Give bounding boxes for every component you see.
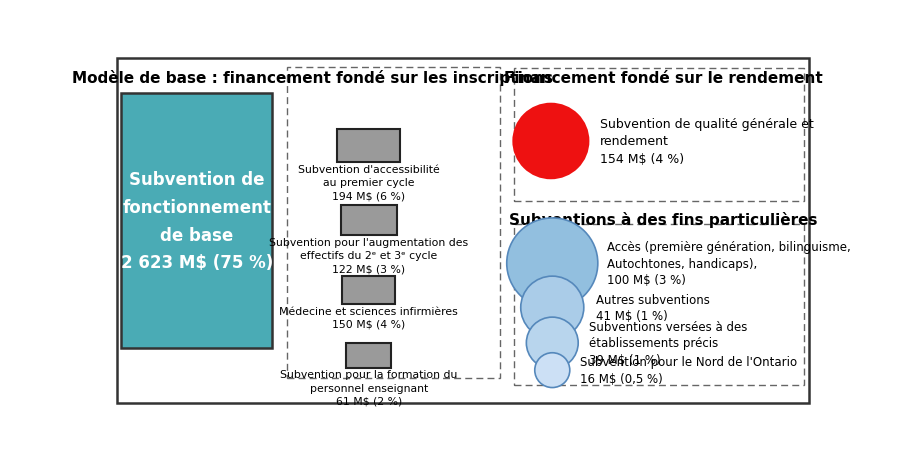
Text: Financement fondé sur le rendement: Financement fondé sur le rendement: [503, 71, 822, 85]
Text: Subvention pour le Nord de l'Ontario
16 M$ (0,5 %): Subvention pour le Nord de l'Ontario 16 …: [579, 356, 796, 385]
FancyBboxPatch shape: [513, 69, 804, 202]
Text: Accès (première génération, bilinguisme,
Autochtones, handicaps),
100 M$ (3 %): Accès (première génération, bilinguisme,…: [606, 241, 850, 286]
Text: Subvention d'accessibilité
au premier cycle
194 M$ (6 %): Subvention d'accessibilité au premier cy…: [297, 165, 439, 201]
Text: Médecine et sciences infirmières
150 M$ (4 %): Médecine et sciences infirmières 150 M$ …: [279, 306, 458, 329]
Ellipse shape: [512, 103, 589, 180]
Ellipse shape: [526, 318, 578, 369]
Text: Subvention pour l'augmentation des
effectifs du 2ᵉ et 3ᵉ cycle
122 M$ (3 %): Subvention pour l'augmentation des effec…: [269, 237, 468, 274]
FancyBboxPatch shape: [513, 225, 804, 386]
FancyBboxPatch shape: [116, 59, 808, 403]
Ellipse shape: [520, 276, 583, 339]
Bar: [346, 343, 391, 368]
Text: Modèle de base : financement fondé sur les inscriptions: Modèle de base : financement fondé sur l…: [72, 70, 553, 86]
Text: Subvention de qualité générale et
rendement
154 M$ (4 %): Subvention de qualité générale et rendem…: [600, 118, 813, 166]
Text: Subvention pour la formation du
personnel enseignant
61 M$ (2 %): Subvention pour la formation du personne…: [280, 369, 457, 406]
FancyBboxPatch shape: [121, 94, 272, 348]
Ellipse shape: [535, 353, 569, 388]
Text: Autres subventions
41 M$ (1 %): Autres subventions 41 M$ (1 %): [596, 293, 710, 323]
Ellipse shape: [507, 218, 597, 309]
Bar: [342, 276, 395, 304]
Bar: [337, 129, 400, 163]
Text: Subvention de
fonctionnement
de base
2 623 M$ (75 %): Subvention de fonctionnement de base 2 6…: [120, 171, 273, 272]
Text: Subventions à des fins particulières: Subventions à des fins particulières: [508, 212, 816, 227]
Bar: [340, 205, 396, 235]
Text: Subventions versées à des
établissements précis
39 M$ (1 %): Subventions versées à des établissements…: [589, 320, 747, 366]
